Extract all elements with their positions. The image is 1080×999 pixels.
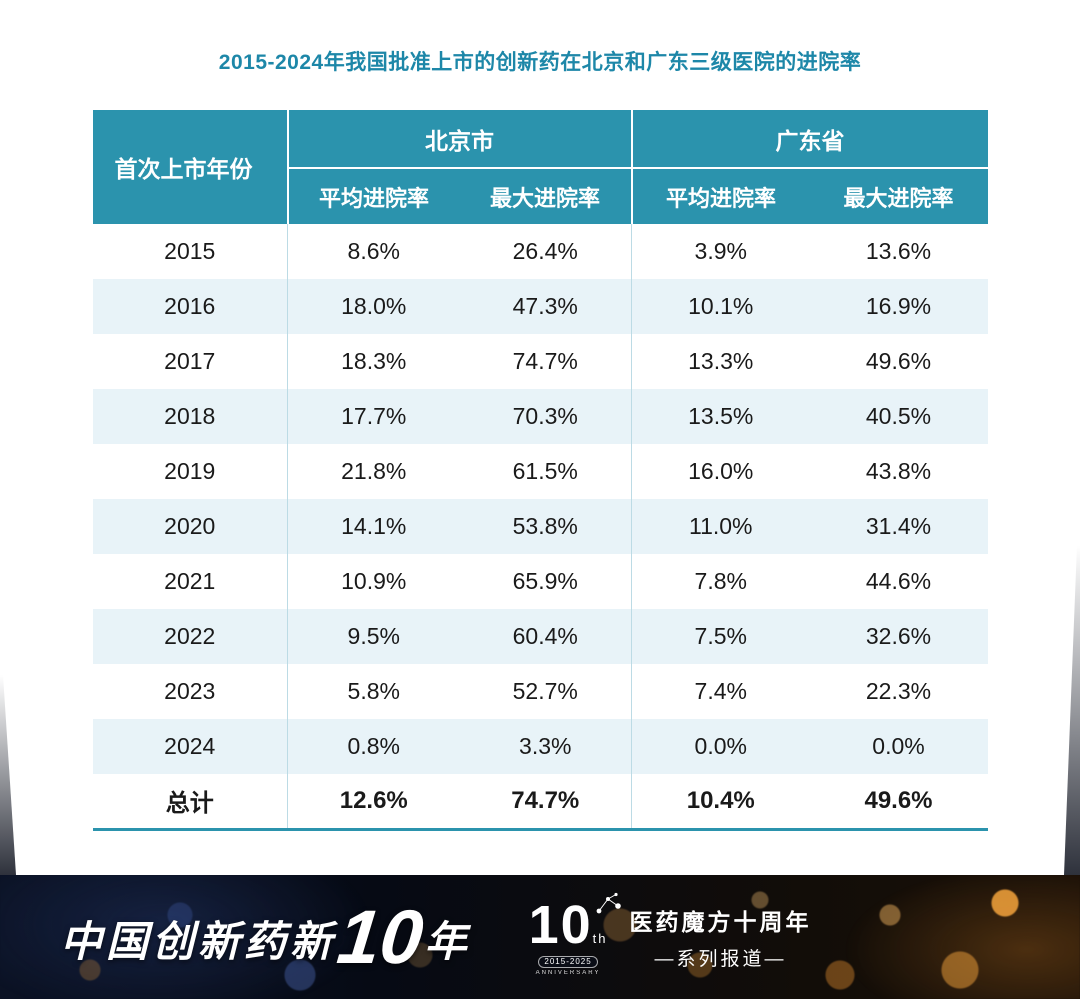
year-cell: 2024 xyxy=(92,719,288,774)
year-cell: 2016 xyxy=(92,279,288,334)
table-row: 2023 5.8% 52.7% 7.4% 22.3% xyxy=(92,664,988,719)
year-cell: 2020 xyxy=(92,499,288,554)
series-caption: 医药魔方十周年 —系列报道— xyxy=(630,903,812,971)
group-header-row: 首次上市年份 北京市 广东省 xyxy=(92,110,988,224)
value-cell: 0.8% xyxy=(287,719,460,774)
value-cell: 22.3% xyxy=(809,664,988,719)
table-row: 2024 0.8% 3.3% 0.0% 0.0% xyxy=(92,719,988,774)
value-cell: 5.8% xyxy=(287,664,460,719)
value-cell: 9.5% xyxy=(287,609,460,664)
logo-years-badge: 2015-2025 xyxy=(538,956,598,968)
value-cell: 7.4% xyxy=(631,664,810,719)
logo-th-suffix: th xyxy=(592,931,608,946)
content-card: 2015-2024年我国批准上市的创新药在北京和广东三级医院的进院率 首次上市年… xyxy=(92,51,988,831)
value-cell: 65.9% xyxy=(459,554,632,609)
molecule-icon xyxy=(596,892,621,914)
anniversary-logo: 10th 2015-2025 ANNIVERSARY xyxy=(528,892,621,976)
beijing-group-header: 北京市 xyxy=(287,110,632,169)
value-cell: 18.0% xyxy=(287,279,460,334)
table-row: 2019 21.8% 61.5% 16.0% 43.8% xyxy=(92,444,988,499)
guangdong-avg-header: 平均进院率 xyxy=(630,168,810,224)
year-cell: 2017 xyxy=(92,334,288,389)
value-cell: 14.1% xyxy=(287,499,460,554)
series-subtitle: —系列报道— xyxy=(654,949,787,970)
year-cell: 2021 xyxy=(92,554,288,609)
brand-number: 10 xyxy=(333,894,428,980)
brand-title: 中国创新药新10年 xyxy=(60,894,471,981)
logo-anniversary-label: ANNIVERSARY xyxy=(535,970,601,976)
value-cell: 61.5% xyxy=(459,444,632,499)
table-row: 2021 10.9% 65.9% 7.8% 44.6% xyxy=(92,554,988,609)
value-cell: 16.9% xyxy=(809,279,988,334)
admission-rate-table: 首次上市年份 北京市 广东省 平均进院率 最大进院率 平均进院率 最大进院率 2… xyxy=(92,110,988,831)
value-cell: 10.1% xyxy=(631,279,810,334)
value-cell: 0.0% xyxy=(809,719,988,774)
value-cell: 53.8% xyxy=(459,499,632,554)
value-cell: 21.8% xyxy=(287,444,460,499)
value-cell: 7.5% xyxy=(631,609,810,664)
year-cell: 总计 xyxy=(92,774,288,831)
value-cell: 32.6% xyxy=(809,609,988,664)
table-row: 2017 18.3% 74.7% 13.3% 49.6% xyxy=(92,334,988,389)
table-row: 2016 18.0% 47.3% 10.1% 16.9% xyxy=(92,279,988,334)
chart-title: 2015-2024年我国批准上市的创新药在北京和广东三级医院的进院率 xyxy=(218,51,862,74)
value-cell: 74.7% xyxy=(459,774,632,831)
value-cell: 11.0% xyxy=(631,499,810,554)
value-cell: 8.6% xyxy=(287,224,460,279)
footer-banner: 中国创新药新10年 10th 2015-2025 ANNIVERSARY 医药魔… xyxy=(0,875,1080,999)
value-cell: 0.0% xyxy=(631,719,810,774)
value-cell: 49.6% xyxy=(809,334,988,389)
value-cell: 26.4% xyxy=(459,224,632,279)
value-cell: 74.7% xyxy=(459,334,632,389)
beijing-avg-header: 平均进院率 xyxy=(287,168,460,224)
value-cell: 3.9% xyxy=(631,224,810,279)
value-cell: 43.8% xyxy=(809,444,988,499)
value-cell: 7.8% xyxy=(631,554,810,609)
value-cell: 18.3% xyxy=(287,334,460,389)
table-total-row: 总计 12.6% 74.7% 10.4% 49.6% xyxy=(92,774,988,831)
value-cell: 10.9% xyxy=(287,554,460,609)
value-cell: 17.7% xyxy=(287,389,460,444)
value-cell: 3.3% xyxy=(459,719,632,774)
guangdong-max-header: 最大进院率 xyxy=(809,168,988,224)
value-cell: 52.7% xyxy=(459,664,632,719)
year-cell: 2015 xyxy=(92,224,288,279)
logo-number: 10th xyxy=(528,895,608,955)
value-cell: 44.6% xyxy=(809,554,988,609)
table-row: 2018 17.7% 70.3% 13.5% 40.5% xyxy=(92,389,988,444)
sub-header-row: 平均进院率 最大进院率 平均进院率 最大进院率 xyxy=(93,168,988,224)
value-cell: 10.4% xyxy=(631,774,810,831)
year-cell: 2022 xyxy=(92,609,288,664)
guangdong-group-header: 广东省 xyxy=(630,110,988,169)
value-cell: 60.4% xyxy=(459,609,632,664)
value-cell: 70.3% xyxy=(459,389,632,444)
table-body: 2015 8.6% 26.4% 3.9% 13.6% 2016 18.0% 47.3% 10.1… xyxy=(92,224,988,831)
value-cell: 13.6% xyxy=(809,224,988,279)
value-cell: 40.5% xyxy=(809,389,988,444)
table-row: 2015 8.6% 26.4% 3.9% 13.6% xyxy=(92,224,988,279)
table-row: 2020 14.1% 53.8% 11.0% 31.4% xyxy=(92,499,988,554)
year-cell: 2019 xyxy=(92,444,288,499)
beijing-max-header: 最大进院率 xyxy=(459,168,632,224)
value-cell: 31.4% xyxy=(809,499,988,554)
brand-suffix: 年 xyxy=(424,917,471,965)
year-column-header: 首次上市年份 xyxy=(92,110,289,224)
value-cell: 13.3% xyxy=(631,334,810,389)
value-cell: 49.6% xyxy=(809,774,988,831)
year-cell: 2023 xyxy=(92,664,288,719)
value-cell: 13.5% xyxy=(631,389,810,444)
series-title: 医药魔方十周年 xyxy=(629,909,812,935)
table-row: 2022 9.5% 60.4% 7.5% 32.6% xyxy=(92,609,988,664)
value-cell: 47.3% xyxy=(459,279,632,334)
value-cell: 12.6% xyxy=(287,774,460,831)
table-header: 首次上市年份 北京市 广东省 平均进院率 最大进院率 平均进院率 最大进院率 xyxy=(92,110,988,224)
value-cell: 16.0% xyxy=(631,444,810,499)
year-cell: 2018 xyxy=(92,389,288,444)
brand-prefix: 中国创新药新 xyxy=(60,917,337,965)
